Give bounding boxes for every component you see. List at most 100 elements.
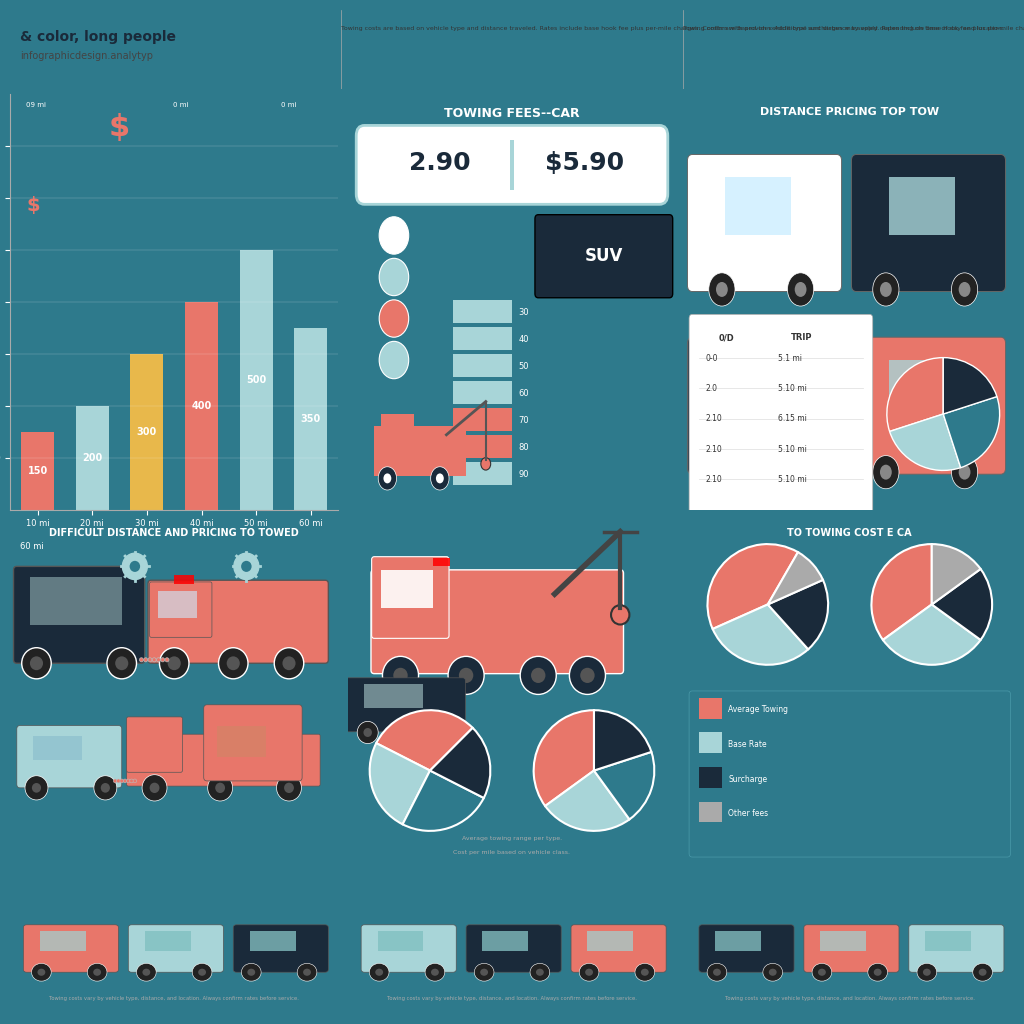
Circle shape: [569, 656, 605, 694]
Circle shape: [38, 969, 45, 976]
Text: & color, long people: & color, long people: [20, 30, 176, 44]
Bar: [453, 408, 512, 431]
Circle shape: [133, 779, 136, 782]
Circle shape: [87, 964, 106, 981]
FancyBboxPatch shape: [804, 925, 899, 972]
Circle shape: [763, 964, 782, 981]
Circle shape: [100, 783, 110, 793]
Bar: [217, 726, 266, 757]
Bar: [926, 931, 971, 951]
Circle shape: [233, 553, 259, 580]
Text: 0-0: 0-0: [706, 354, 718, 362]
Bar: [365, 684, 424, 709]
Bar: [510, 140, 514, 189]
Circle shape: [160, 648, 189, 679]
Circle shape: [208, 775, 232, 801]
Circle shape: [474, 964, 494, 981]
Circle shape: [641, 969, 649, 976]
Text: 5.10 mi: 5.10 mi: [777, 475, 807, 484]
Circle shape: [218, 648, 248, 679]
Circle shape: [581, 668, 595, 683]
Circle shape: [157, 657, 161, 662]
Circle shape: [708, 964, 727, 981]
Text: 80: 80: [518, 442, 529, 452]
Circle shape: [226, 656, 240, 670]
Bar: [40, 931, 86, 951]
Text: DISTANCE PRICING TOP TOW: DISTANCE PRICING TOP TOW: [760, 106, 939, 117]
Circle shape: [168, 656, 181, 670]
Circle shape: [93, 969, 101, 976]
Text: 50: 50: [518, 361, 529, 371]
FancyBboxPatch shape: [128, 925, 223, 972]
FancyBboxPatch shape: [148, 581, 329, 664]
FancyBboxPatch shape: [699, 925, 794, 972]
Text: Cost per mile based on vehicle class.: Cost per mile based on vehicle class.: [454, 850, 570, 855]
Circle shape: [611, 605, 630, 625]
Bar: [725, 360, 791, 418]
Bar: [22, 432, 54, 510]
Circle shape: [795, 282, 807, 297]
Circle shape: [130, 779, 133, 782]
Text: Surcharge: Surcharge: [728, 775, 768, 783]
Circle shape: [136, 964, 157, 981]
Circle shape: [199, 969, 206, 976]
Bar: [130, 354, 163, 510]
Circle shape: [123, 779, 127, 782]
FancyBboxPatch shape: [689, 691, 1011, 857]
Text: $: $: [109, 113, 130, 141]
Circle shape: [716, 282, 728, 297]
Text: 30: 30: [518, 308, 529, 316]
Circle shape: [117, 779, 120, 782]
Circle shape: [973, 964, 992, 981]
Circle shape: [480, 969, 488, 976]
Circle shape: [812, 964, 831, 981]
Circle shape: [459, 668, 473, 683]
Circle shape: [431, 969, 439, 976]
Circle shape: [713, 969, 721, 976]
Circle shape: [435, 728, 444, 737]
Circle shape: [248, 969, 255, 976]
FancyBboxPatch shape: [851, 337, 1006, 474]
Bar: [699, 767, 722, 787]
Bar: [716, 931, 761, 951]
FancyBboxPatch shape: [24, 925, 119, 972]
Bar: [482, 931, 528, 951]
Text: 09 mi: 09 mi: [27, 101, 46, 108]
Bar: [144, 931, 190, 951]
Circle shape: [215, 782, 225, 793]
Circle shape: [382, 656, 419, 694]
Circle shape: [379, 341, 409, 379]
FancyBboxPatch shape: [535, 215, 673, 298]
Circle shape: [536, 969, 544, 976]
Circle shape: [30, 656, 43, 670]
Circle shape: [787, 272, 814, 306]
Text: 0/D: 0/D: [719, 333, 734, 342]
Circle shape: [531, 668, 546, 683]
Circle shape: [106, 648, 136, 679]
Circle shape: [481, 458, 490, 470]
Circle shape: [193, 964, 212, 981]
Circle shape: [276, 775, 301, 801]
Text: 60: 60: [518, 389, 529, 397]
Text: Towing costs vary by vehicle type, distance, and location. Always confirm rates : Towing costs vary by vehicle type, dista…: [725, 996, 975, 1001]
Circle shape: [22, 648, 51, 679]
Circle shape: [375, 969, 383, 976]
Circle shape: [429, 721, 451, 743]
Bar: [33, 736, 82, 760]
Text: Average towing range per type.: Average towing range per type.: [462, 836, 562, 841]
Text: 150: 150: [28, 466, 48, 475]
Bar: [453, 462, 512, 484]
Text: TOWING FEES--CAR: TOWING FEES--CAR: [444, 106, 580, 120]
Circle shape: [378, 467, 396, 490]
Circle shape: [115, 656, 128, 670]
Circle shape: [130, 561, 140, 572]
FancyBboxPatch shape: [16, 726, 122, 787]
Text: 0 mi: 0 mi: [282, 101, 297, 108]
Circle shape: [709, 272, 735, 306]
Circle shape: [769, 969, 776, 976]
Bar: [453, 435, 512, 458]
Bar: [374, 426, 466, 476]
Circle shape: [393, 668, 408, 683]
Text: Towing costs are based on vehicle type and distance traveled. Rates include base: Towing costs are based on vehicle type a…: [341, 26, 1005, 31]
Bar: [30, 577, 122, 626]
